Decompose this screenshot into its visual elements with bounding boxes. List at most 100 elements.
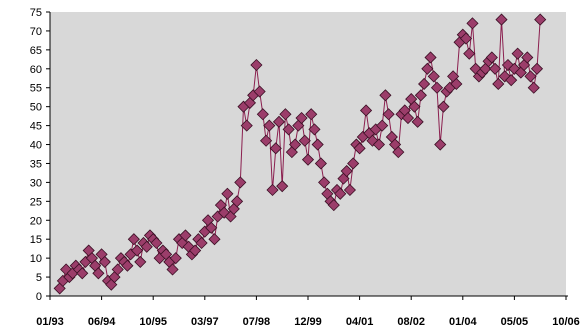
data-point bbox=[266, 183, 279, 197]
data-point bbox=[311, 138, 324, 151]
y-tick-label: 60 bbox=[30, 64, 42, 76]
data-point bbox=[282, 123, 295, 136]
x-axis-ticks: 01/93 06/94 10/95 03/97 07/98 12/99 04/01 08/02… bbox=[36, 296, 580, 328]
data-point bbox=[298, 134, 311, 147]
data-point bbox=[121, 259, 134, 272]
data-point bbox=[166, 263, 179, 276]
data-point bbox=[427, 70, 440, 83]
data-point bbox=[92, 267, 105, 280]
y-axis-ticks: 0 5 10 15 20 25 30 35 40 45 50 55 60 65 70 75 bbox=[30, 7, 50, 303]
data-point bbox=[511, 47, 524, 60]
data-point bbox=[382, 108, 395, 121]
y-tick-label: 70 bbox=[30, 26, 42, 38]
data-point bbox=[466, 17, 479, 30]
y-tick-label: 75 bbox=[30, 7, 42, 19]
data-point bbox=[314, 157, 327, 170]
data-point bbox=[527, 81, 540, 94]
data-point bbox=[376, 119, 389, 132]
data-point bbox=[495, 13, 508, 26]
x-tick-label: 10/95 bbox=[139, 316, 167, 328]
data-point bbox=[459, 32, 473, 45]
y-tick-label: 0 bbox=[36, 291, 42, 303]
x-tick-label: 12/99 bbox=[294, 316, 322, 328]
data-point bbox=[421, 62, 434, 75]
data-point bbox=[295, 111, 308, 125]
data-point bbox=[305, 108, 318, 121]
data-point bbox=[221, 187, 234, 200]
data-point bbox=[308, 123, 321, 136]
data-point bbox=[189, 244, 202, 257]
data-point bbox=[269, 142, 282, 155]
data-point bbox=[492, 77, 505, 91]
data-point bbox=[343, 183, 356, 197]
x-tick-label: 06/94 bbox=[88, 316, 116, 328]
data-point bbox=[521, 51, 534, 64]
data-point bbox=[53, 282, 66, 295]
data-point bbox=[140, 240, 153, 253]
data-point bbox=[414, 89, 427, 102]
y-tick-label: 50 bbox=[30, 102, 42, 114]
data-point bbox=[230, 195, 244, 208]
data-point bbox=[276, 180, 289, 193]
y-tick-label: 20 bbox=[30, 215, 42, 227]
data-point bbox=[318, 176, 331, 189]
y-tick-label: 65 bbox=[30, 45, 42, 57]
y-tick-label: 15 bbox=[30, 234, 42, 246]
data-point bbox=[131, 244, 144, 257]
data-point bbox=[411, 115, 424, 128]
data-point bbox=[524, 70, 537, 83]
x-tick-label: 01/93 bbox=[36, 316, 64, 328]
data-point bbox=[179, 229, 192, 242]
data-point bbox=[208, 233, 221, 246]
y-tick-label: 55 bbox=[30, 83, 42, 95]
data-point bbox=[76, 267, 89, 280]
data-point bbox=[347, 157, 360, 170]
data-point bbox=[260, 134, 273, 147]
data-point bbox=[353, 142, 366, 155]
x-tick-label: 08/02 bbox=[397, 316, 425, 328]
data-point bbox=[334, 187, 347, 200]
data-point bbox=[263, 119, 276, 132]
data-point bbox=[392, 146, 405, 159]
data-point bbox=[424, 51, 437, 64]
data-point bbox=[379, 89, 392, 102]
x-tick-label: 05/05 bbox=[501, 316, 529, 328]
y-tick-label: 30 bbox=[30, 177, 42, 189]
data-point bbox=[450, 77, 463, 91]
y-tick-label: 10 bbox=[30, 253, 42, 265]
data-point bbox=[98, 255, 111, 268]
y-tick-label: 25 bbox=[30, 196, 42, 208]
data-point bbox=[250, 58, 263, 72]
data-point bbox=[256, 108, 269, 121]
data-point bbox=[505, 74, 518, 87]
data-point bbox=[272, 115, 286, 128]
data-point bbox=[327, 199, 340, 212]
data-point bbox=[134, 255, 147, 268]
data-point bbox=[534, 13, 547, 26]
y-tick-label: 45 bbox=[30, 121, 42, 133]
data-point bbox=[253, 85, 266, 98]
data-point bbox=[234, 176, 247, 189]
data-point bbox=[289, 138, 302, 151]
data-point bbox=[195, 236, 208, 250]
data-point bbox=[485, 51, 498, 64]
data-point bbox=[530, 62, 544, 75]
data-point bbox=[150, 236, 163, 250]
data-point bbox=[437, 100, 450, 113]
data-point bbox=[301, 153, 315, 166]
data-point bbox=[434, 138, 447, 151]
x-tick-label: 04/01 bbox=[346, 316, 374, 328]
data-point bbox=[463, 47, 476, 60]
data-point bbox=[488, 62, 502, 75]
data-point bbox=[205, 221, 218, 234]
x-tick-label: 01/04 bbox=[449, 316, 477, 328]
x-tick-label: 03/97 bbox=[191, 316, 219, 328]
data-point bbox=[518, 58, 531, 72]
y-tick-label: 5 bbox=[36, 272, 42, 284]
y-tick-label: 40 bbox=[30, 140, 42, 152]
data-point bbox=[240, 119, 253, 132]
data-point bbox=[111, 263, 124, 276]
data-point bbox=[408, 100, 421, 113]
x-tick-label: 10/06 bbox=[552, 316, 580, 328]
